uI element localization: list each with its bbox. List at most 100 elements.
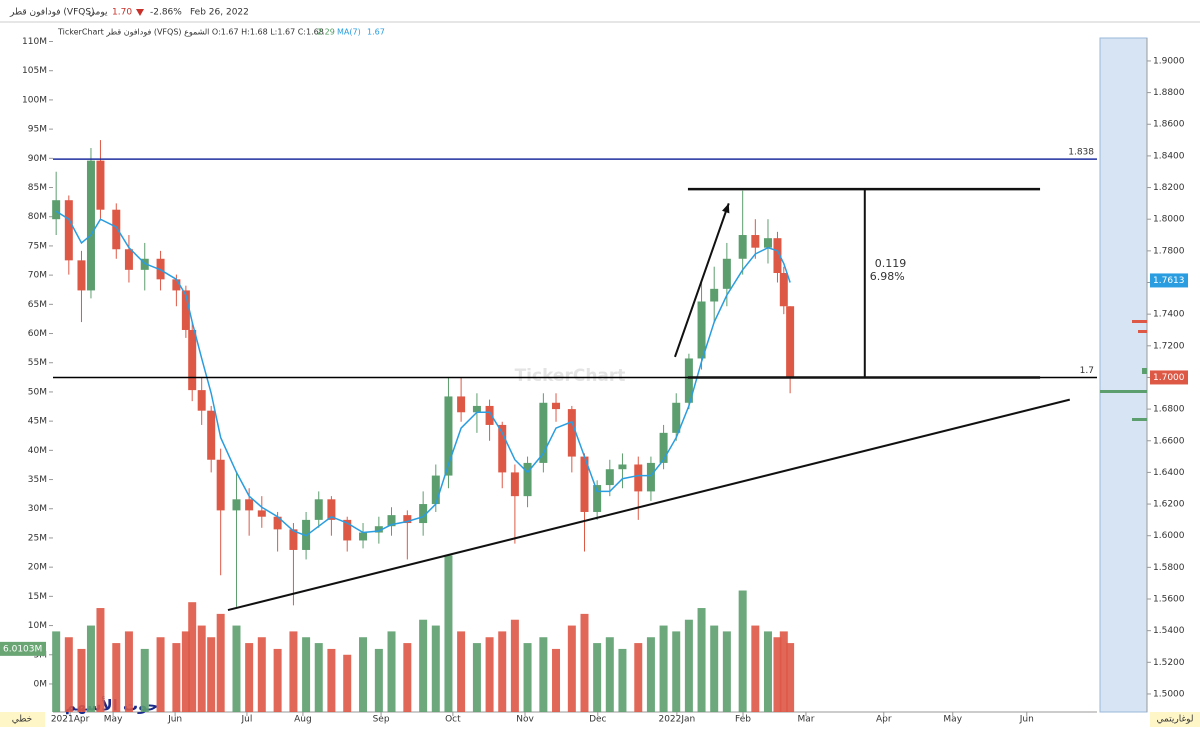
volume-bar bbox=[112, 643, 121, 712]
candle-body bbox=[216, 459, 225, 511]
volume-bar bbox=[444, 555, 453, 712]
h-line-label: 1.7 bbox=[1080, 366, 1094, 376]
y2-tick-label: 65M bbox=[28, 300, 47, 310]
volume-bar bbox=[188, 602, 197, 712]
y-tick-label: 1.7200 bbox=[1153, 341, 1185, 351]
volume-bar bbox=[86, 625, 95, 712]
volume-bar bbox=[431, 625, 440, 712]
candle-body bbox=[273, 516, 282, 530]
x-tick-label: 2021Apr bbox=[51, 715, 90, 725]
x-tick-label: May bbox=[943, 715, 962, 725]
volume-bar bbox=[302, 637, 311, 712]
candle-body bbox=[567, 409, 576, 457]
candle-body bbox=[618, 464, 627, 470]
volume-bar bbox=[567, 625, 576, 712]
volume-bar bbox=[457, 631, 466, 712]
volume-bar bbox=[485, 637, 494, 712]
candle-body bbox=[86, 160, 95, 291]
y-tick-label: 1.5000 bbox=[1153, 689, 1185, 699]
scale-left[interactable]: خطي bbox=[12, 715, 32, 725]
candle-body bbox=[523, 462, 532, 497]
candle-body bbox=[52, 200, 61, 220]
volume-bar bbox=[64, 637, 73, 712]
h-line-label: 1.838 bbox=[1068, 148, 1094, 158]
x-tick-label: Nov bbox=[516, 715, 534, 725]
volume-bar bbox=[593, 643, 602, 712]
candle-body bbox=[779, 273, 788, 307]
y2-tick-label: 95M bbox=[28, 125, 47, 135]
profile-bar bbox=[1132, 320, 1147, 323]
x-tick-label: Apr bbox=[876, 715, 892, 725]
legend-ma-value: 1.67 bbox=[367, 28, 385, 37]
scale-right[interactable]: لوغاريتمي bbox=[1156, 715, 1193, 725]
trend-line bbox=[227, 398, 1071, 612]
volume-bar bbox=[618, 648, 627, 712]
last-badge-label: 1.7000 bbox=[1153, 373, 1185, 383]
y2-tick-label: 75M bbox=[28, 241, 47, 251]
volume-bar bbox=[374, 648, 383, 712]
x-tick-label: Sep bbox=[373, 715, 390, 725]
volume-bar bbox=[327, 648, 336, 712]
y-tick-label: 1.5400 bbox=[1153, 626, 1185, 636]
candle-body bbox=[751, 235, 760, 248]
volume-bar bbox=[197, 625, 206, 712]
volume-bar bbox=[181, 631, 190, 712]
x-tick-label: Oct bbox=[445, 715, 461, 725]
candle-body bbox=[646, 462, 655, 492]
y-tick-label: 1.8600 bbox=[1153, 120, 1185, 130]
arrow-head bbox=[722, 203, 730, 214]
candle-body bbox=[659, 432, 668, 463]
volume-bar bbox=[387, 631, 396, 712]
y2-tick-label: 25M bbox=[28, 533, 47, 543]
ma-badge bbox=[1150, 273, 1188, 288]
candle-body bbox=[580, 456, 589, 512]
candle-body bbox=[207, 410, 216, 460]
arrow bbox=[674, 203, 730, 358]
volume-bar bbox=[140, 648, 149, 712]
volume-bar bbox=[359, 637, 368, 712]
profile-panel bbox=[1099, 37, 1148, 713]
y2-tick-label: 45M bbox=[28, 417, 47, 427]
period: يومي bbox=[88, 8, 108, 18]
volume-bar bbox=[763, 631, 772, 712]
candle-body bbox=[124, 249, 133, 270]
y2-tick-label: 85M bbox=[28, 183, 47, 193]
candle-body bbox=[444, 396, 453, 476]
measure-diff: 0.119 bbox=[875, 257, 907, 270]
scale-button[interactable] bbox=[0, 712, 45, 727]
candle-body bbox=[605, 469, 614, 486]
scale-button[interactable] bbox=[1150, 712, 1200, 727]
candle-body bbox=[343, 519, 352, 541]
volume-bar bbox=[52, 631, 61, 712]
candle-body bbox=[763, 238, 772, 248]
candle-body bbox=[431, 475, 440, 505]
profile-bar bbox=[1142, 368, 1147, 374]
volume-bar bbox=[773, 637, 782, 712]
candle-body bbox=[245, 499, 254, 511]
legend-volume: 2.29 bbox=[317, 28, 335, 37]
volume-bar bbox=[498, 631, 507, 712]
measure-pct: 6.98% bbox=[870, 270, 905, 283]
last: 1.70 bbox=[112, 8, 132, 18]
candle-body bbox=[510, 472, 519, 497]
candle-body bbox=[387, 515, 396, 527]
y2-tick-label: 110M bbox=[22, 37, 47, 47]
y-tick-label: 1.7400 bbox=[1153, 310, 1185, 320]
volume-bar bbox=[646, 637, 655, 712]
legend: TickerChart فودافون قطر (VFQS) الشموع O:… bbox=[57, 28, 324, 37]
candle-body bbox=[498, 424, 507, 473]
volume-bar bbox=[273, 648, 282, 712]
candle-body bbox=[77, 260, 86, 291]
volume-bar bbox=[257, 637, 266, 712]
y-tick-label: 1.5800 bbox=[1153, 563, 1185, 573]
volume-bar bbox=[343, 654, 352, 712]
x-tick-label: Feb bbox=[735, 715, 751, 725]
candle-body bbox=[112, 209, 121, 250]
candle-body bbox=[485, 405, 494, 425]
candle-body bbox=[786, 306, 795, 378]
candle-body bbox=[172, 279, 181, 291]
candle-body bbox=[403, 515, 412, 524]
profile-bar bbox=[1100, 390, 1147, 393]
